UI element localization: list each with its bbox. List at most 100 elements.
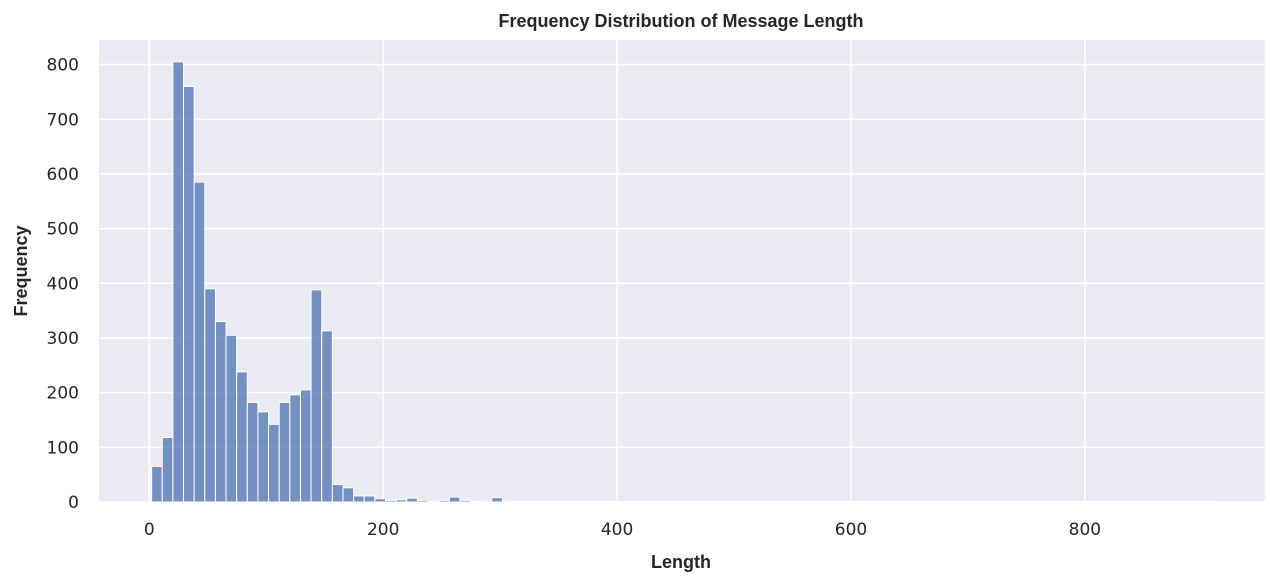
histogram-bar <box>937 500 950 503</box>
histogram-bar <box>576 500 588 503</box>
histogram-bar <box>480 500 493 503</box>
histogram-bar <box>1118 500 1131 503</box>
histogram-bar <box>161 436 174 503</box>
histogram-bar <box>586 500 599 503</box>
histogram-bar <box>714 500 727 503</box>
histogram-bar <box>1033 500 1046 503</box>
chart-title: Frequency Distribution of Message Length <box>498 11 863 31</box>
y-tick-label: 700 <box>47 110 79 130</box>
histogram-bar <box>852 500 865 503</box>
histogram-bar <box>905 500 918 503</box>
histogram-bar <box>703 500 716 503</box>
histogram-bar <box>927 500 939 503</box>
histogram-bar <box>289 394 301 503</box>
histogram-bar <box>618 500 631 503</box>
histogram-bar <box>470 500 482 503</box>
histogram-bar <box>778 500 790 503</box>
histogram-bar <box>820 500 833 503</box>
histogram-bar <box>959 500 971 503</box>
histogram-bar <box>565 500 578 503</box>
x-tick-label: 800 <box>1069 520 1101 540</box>
histogram-bar <box>1001 500 1014 503</box>
grid-lines <box>99 40 1265 503</box>
histogram-bar <box>831 500 844 503</box>
histogram-bar <box>608 500 620 503</box>
y-tick-labels: 0 100 200 300 400 500 600 700 800 <box>47 56 79 513</box>
histogram-bar <box>597 500 610 503</box>
histogram-bar <box>214 321 227 503</box>
histogram-bar <box>810 500 822 503</box>
histogram-bar <box>342 487 355 503</box>
histogram-bar <box>193 181 206 503</box>
histogram-bar <box>374 498 387 503</box>
x-axis-title: Length <box>651 552 711 572</box>
histogram-bar <box>151 465 163 503</box>
histogram-bar <box>491 497 503 503</box>
histogram-bar <box>555 500 567 503</box>
histogram-bar <box>863 500 876 503</box>
histogram-bar <box>395 499 408 503</box>
histogram-bar <box>1171 500 1184 503</box>
histogram-bar <box>204 288 216 503</box>
histogram-bar <box>501 500 514 503</box>
histogram-bar <box>438 499 450 503</box>
histogram-bar <box>629 500 642 503</box>
histogram-bar <box>268 423 280 503</box>
histogram-bar <box>788 500 801 503</box>
histogram-bar <box>416 499 429 503</box>
histogram-bar <box>1203 500 1216 503</box>
histogram-bar <box>225 334 238 503</box>
histogram-bar <box>512 500 525 503</box>
histogram-bar <box>948 500 961 503</box>
histogram-bar <box>1054 500 1067 503</box>
histogram-bar <box>363 495 376 503</box>
histogram-bar <box>767 500 780 503</box>
y-tick-label: 300 <box>47 329 79 349</box>
histogram-bar <box>459 499 472 503</box>
histogram-bar <box>682 500 695 503</box>
histogram-bar <box>1182 500 1194 503</box>
histogram-bar <box>895 500 907 503</box>
histogram-bar <box>278 401 291 503</box>
histogram-bar <box>661 500 674 503</box>
histogram-bar <box>427 500 440 503</box>
histogram-bar <box>331 484 344 503</box>
histogram-bar <box>183 85 195 503</box>
x-tick-label: 400 <box>601 520 633 540</box>
y-tick-label: 500 <box>47 220 79 240</box>
histogram-bar <box>874 500 886 503</box>
histogram-bar <box>1086 500 1099 503</box>
y-tick-label: 200 <box>47 384 79 404</box>
histogram-bar <box>246 401 259 503</box>
histogram-bar <box>321 330 333 503</box>
histogram-bar <box>693 500 705 503</box>
histogram-bar <box>884 500 897 503</box>
histogram-bar <box>1044 500 1056 503</box>
histogram-bar <box>650 500 663 503</box>
histogram-bar <box>842 500 854 503</box>
histogram-bar <box>236 371 248 503</box>
histogram-bar <box>735 500 748 503</box>
histogram-bar <box>672 500 684 503</box>
histogram-bar <box>746 500 759 503</box>
histogram-bar <box>1161 500 1173 503</box>
histogram-bar <box>990 500 1003 503</box>
histogram-bar <box>533 500 546 503</box>
histogram-bar <box>257 411 270 503</box>
histogram-bar <box>385 499 397 503</box>
x-tick-label: 600 <box>835 520 867 540</box>
histogram-bar <box>523 500 535 503</box>
histogram-bar <box>757 500 769 503</box>
y-tick-label: 400 <box>47 274 79 294</box>
histogram-bar <box>969 500 982 503</box>
histogram-bar <box>1076 500 1088 503</box>
histogram-bar <box>1097 500 1109 503</box>
histogram-bar <box>1129 500 1141 503</box>
histogram-bar <box>980 500 992 503</box>
histogram-bar <box>353 495 365 503</box>
histogram-bar <box>799 500 812 503</box>
histogram-bar <box>1107 500 1120 503</box>
histogram-bar <box>725 500 737 503</box>
x-tick-labels: 0 200 400 600 800 <box>144 520 1101 540</box>
